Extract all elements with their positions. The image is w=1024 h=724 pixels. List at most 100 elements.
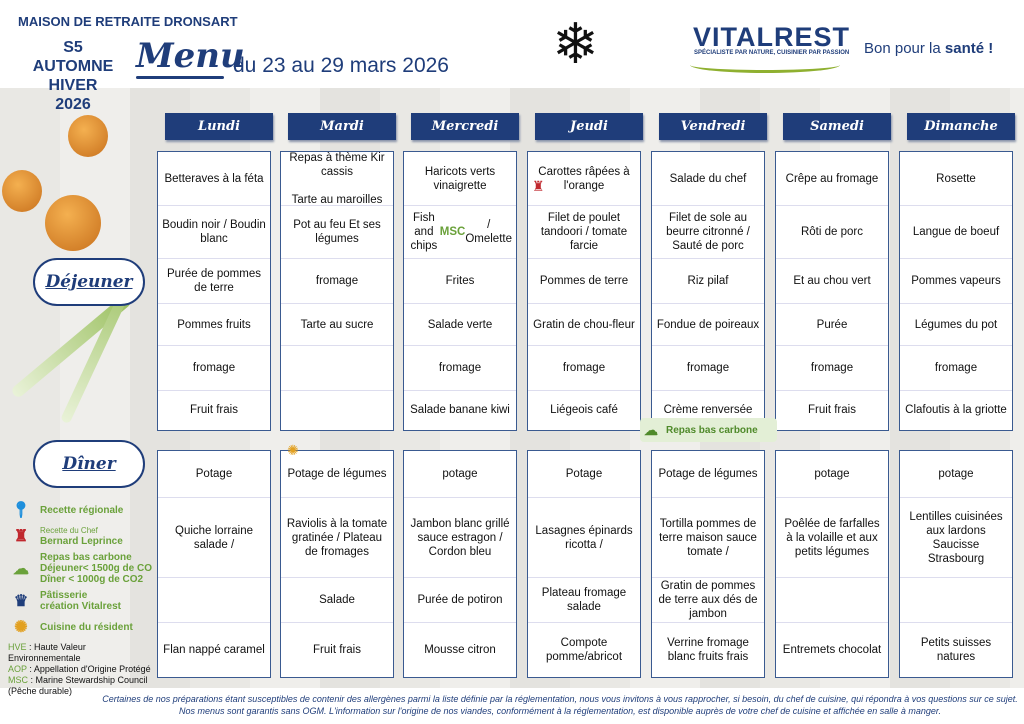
onion-image <box>68 115 108 157</box>
lunch-dish: Et au chou vert <box>776 259 888 304</box>
lunch-column: Crêpe au fromage Rôti de porc Et au chou v… <box>775 151 889 431</box>
lunch-label: Déjeuner <box>33 258 145 306</box>
chef-hat-icon: ♜ <box>13 528 29 545</box>
dinner-dish: Mousse citron <box>424 643 496 656</box>
lunch-dish: fromage <box>404 346 516 391</box>
lunch-dish: Riz pilaf <box>652 259 764 304</box>
day-header-3: Jeudi <box>535 113 643 140</box>
lunch-dish: Salade du chef <box>652 152 764 206</box>
dinner-dish: Plateau fromage salade <box>528 578 640 623</box>
resident-cuisine-icon: ✺ <box>14 619 28 636</box>
dinner-dish: Poêlée de farfalles à la volaille et aux… <box>776 498 888 578</box>
lunch-dish: fromage <box>158 346 270 391</box>
dinner-dish: Tortilla pommes de terre maison sauce to… <box>652 498 764 578</box>
menu-dates: du 23 au 29 mars 2026 <box>233 54 449 77</box>
lunch-dish: Frites <box>404 259 516 304</box>
dinner-dish: Purée de potiron <box>404 578 516 623</box>
lunch-dish: Fruit frais <box>808 404 856 416</box>
lunch-dish: Purée <box>776 304 888 346</box>
year-label: 2026 <box>55 96 91 113</box>
dinner-dish: Salade <box>281 578 393 623</box>
dinner-dish <box>158 578 270 623</box>
brand-tagline: SPÉCIALISTE PAR NATURE, CUISINIER PAR PA… <box>694 50 850 56</box>
lunch-dish <box>281 391 393 429</box>
lunch-dish: fromage <box>528 346 640 391</box>
day-header-0: Lundi <box>165 113 273 140</box>
day-header-2: Mercredi <box>411 113 519 140</box>
dinner-dish: Entremets chocolat <box>782 643 882 656</box>
lunch-dish: Liégeois café <box>550 404 618 416</box>
lunch-dish: fromage <box>900 346 1012 391</box>
lunch-dish: Tarte au sucre <box>281 304 393 346</box>
lunch-dish: Fish and chips MSC / Omelette <box>404 206 516 259</box>
legend-pastry: Pâtisserie création Vitalrest <box>40 590 121 612</box>
residence-name: MAISON DE RETRAITE DRONSART <box>18 14 238 29</box>
dinner-dish: potage <box>404 451 516 498</box>
dinner-column: Potage Lasagnes épinards ricotta / Plateau… <box>527 450 641 678</box>
dinner-column: potage Lentilles cuisinées aux lardons Sa… <box>899 450 1013 678</box>
lunch-dish: Filet de sole au beurre citronné / Sauté… <box>652 206 764 259</box>
brand-logo: VITALREST <box>693 22 850 52</box>
resident-cuisine-icon: ✺ <box>287 442 299 458</box>
lunch-dish: Gratin de chou-fleur <box>528 304 640 346</box>
snowflake-icon: ❄ <box>552 12 599 75</box>
dinner-column: potage Poêlée de farfalles à la volaille … <box>775 450 889 678</box>
lunch-dish: Carottes râpées à l'orange <box>528 152 640 206</box>
lunch-dish: Crêpe au fromage <box>776 152 888 206</box>
dinner-dish: Potage de légumes <box>652 451 764 498</box>
menu-title: Menu <box>136 36 245 76</box>
lunch-dish: Haricots verts vinaigrette <box>404 152 516 206</box>
legend-resident: Cuisine du résident <box>40 621 133 633</box>
dinner-dish: Verrine fromage blanc fruits frais <box>667 636 749 663</box>
lunch-dish: Pot au feu Et ses légumes <box>281 206 393 259</box>
lunch-dish: Purée de pommes de terre <box>158 259 270 304</box>
map-pin-icon: 📍︎ <box>10 502 32 519</box>
onion-image <box>2 170 42 212</box>
dinner-dish: Lasagnes épinards ricotta / <box>528 498 640 578</box>
dinner-column: Potage de légumes Raviolis à la tomate gr… <box>280 450 394 678</box>
lunch-dish: Pommes vapeurs <box>900 259 1012 304</box>
lunch-dish: Clafoutis à la griotte <box>905 404 1007 416</box>
co2-cloud-icon: ☁ <box>644 421 658 438</box>
season-label: HIVER <box>48 77 98 94</box>
lunch-dish: Salade banane kiwi <box>410 404 510 416</box>
dinner-column: Potage Quiche lorraine salade / Flan nappé… <box>157 450 271 678</box>
lunch-dish: Rôti de porc <box>776 206 888 259</box>
slogan: Bon pour la santé ! <box>864 40 994 57</box>
lunch-dish: Filet de poulet tandoori / tomate farcie <box>528 206 640 259</box>
week-label: S5 <box>63 39 83 56</box>
day-header-5: Samedi <box>783 113 891 140</box>
dinner-dish: Potage de légumes <box>281 451 393 498</box>
lunch-dish: fromage <box>281 259 393 304</box>
legend-carbon: Repas bas carbone Déjeuner< 1500g de CO Dî… <box>40 552 152 585</box>
lunch-dish: Langue de boeuf <box>900 206 1012 259</box>
lunch-dish: Boudin noir / Boudin blanc <box>158 206 270 259</box>
dinner-dish: Lentilles cuisinées aux lardons Saucisse… <box>900 498 1012 578</box>
dinner-dish <box>900 578 1012 623</box>
lunch-column: Salade du chef Filet de sole au beurre ci… <box>651 151 765 431</box>
lunch-column: Repas à thème Kir cassis Tarte au maroil… <box>280 151 394 431</box>
dinner-dish: Jambon blanc grillé sauce estragon / Cor… <box>404 498 516 578</box>
dinner-dish <box>776 578 888 623</box>
abbreviations: HVE : Haute Valeur Environnementale AOP … <box>8 642 151 696</box>
dinner-column: Potage de légumes Tortilla pommes de terr… <box>651 450 765 678</box>
day-header-6: Dimanche <box>907 113 1015 140</box>
lunch-dish: Légumes du pot <box>900 304 1012 346</box>
low-carbon-badge: ☁ Repas bas carbone <box>640 418 777 442</box>
dinner-dish: Compote pomme/abricot <box>545 636 623 663</box>
season-label: AUTOMNE <box>32 58 114 75</box>
lunch-dish: Fondue de poireaux <box>652 304 764 346</box>
lunch-column: Haricots verts vinaigrette Fish and chips… <box>403 151 517 431</box>
chef-recipe-icon: ♜ <box>532 178 545 194</box>
co2-cloud-icon: ☁ <box>13 560 29 578</box>
legend: 📍︎ Recette régionale ♜ Recette du Chef Bern… <box>8 500 158 697</box>
season-block: S5 AUTOMNE HIVER 2026 <box>30 38 116 114</box>
lunch-dish: Pommes de terre <box>528 259 640 304</box>
onion-image <box>45 195 101 251</box>
dinner-dish: Raviolis à la tomate gratinée / Plateau … <box>281 498 393 578</box>
lunch-dish <box>281 346 393 391</box>
lunch-column: Carottes râpées à l'orange Filet de poule… <box>527 151 641 431</box>
lunch-dish: Pommes fruits <box>158 304 270 346</box>
day-header-4: Vendredi <box>659 113 767 140</box>
dinner-dish: Petits suisses natures <box>920 636 992 663</box>
